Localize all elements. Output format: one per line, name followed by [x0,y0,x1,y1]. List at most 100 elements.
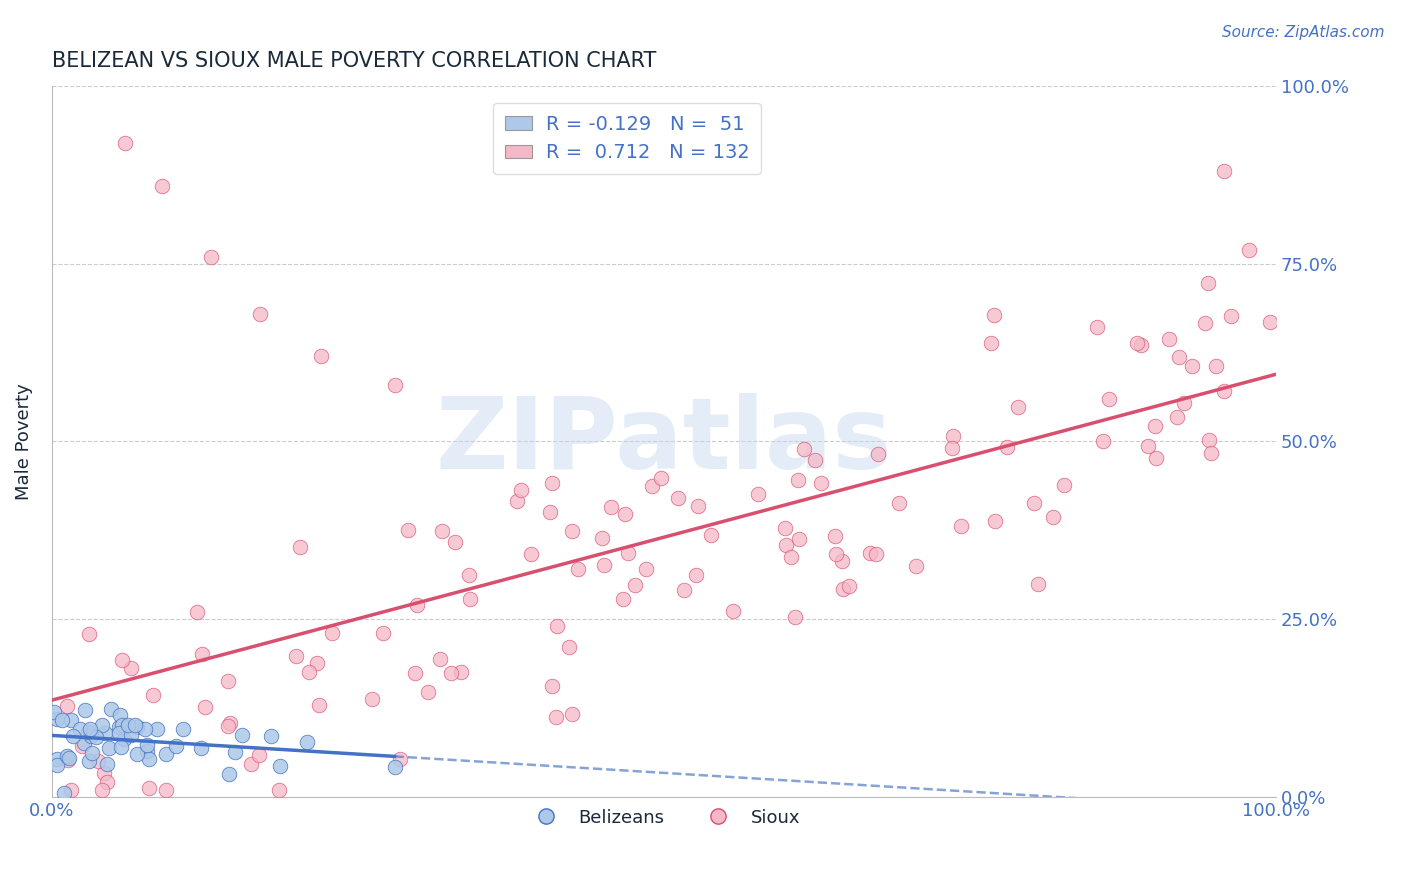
Point [107,725,129,739]
Point [1144,450,1167,465]
Point [384,377,406,392]
Point [134,722,156,736]
Point [62,730,84,744]
Point [260,729,283,743]
Point [217,719,239,733]
Point [406,598,429,612]
Point [186,606,208,620]
Point [46,712,69,726]
Point [997,440,1019,454]
Point [360,692,382,706]
Point [1167,350,1189,364]
Point [666,491,689,506]
Point [700,527,723,541]
Point [457,567,479,582]
Point [117,718,139,732]
Point [100,702,122,716]
Point [110,718,132,732]
Point [77,754,100,768]
Point [125,720,148,734]
Point [84,730,107,744]
Point [593,558,616,573]
Point [190,740,212,755]
Point [520,548,543,562]
Point [298,665,321,679]
Point [1087,320,1109,334]
Point [142,688,165,702]
Point [641,479,664,493]
Point [747,487,769,501]
Point [688,499,710,513]
Point [396,523,419,537]
Point [112,731,135,746]
Point [121,727,143,741]
Point [138,751,160,765]
Point [120,661,142,675]
Point [444,535,467,549]
Point [538,505,561,519]
Point [114,136,136,150]
Point [224,745,246,759]
Text: ZIPatlas: ZIPatlas [436,393,893,490]
Point [124,717,146,731]
Point [810,475,832,490]
Point [831,553,853,567]
Point [541,475,564,490]
Point [218,767,240,781]
Point [1126,336,1149,351]
Point [561,524,583,538]
Point [73,736,96,750]
Point [388,752,411,766]
Point [150,178,173,193]
Point [941,442,963,456]
Point [865,547,887,561]
Point [217,674,239,689]
Point [803,453,825,467]
Point [371,626,394,640]
Point [172,723,194,737]
Point [73,703,96,717]
Point [614,507,637,521]
Point [288,540,311,554]
Point [80,729,103,743]
Point [458,591,481,606]
Point [1026,577,1049,591]
Point [887,495,910,509]
Point [1007,401,1029,415]
Point [775,521,797,535]
Point [107,721,129,735]
Point [591,531,613,545]
Point [309,349,332,363]
Point [90,718,112,732]
Point [941,429,963,443]
Point [866,447,889,461]
Point [108,707,131,722]
Point [825,547,848,561]
Legend: Belizeans, Sioux: Belizeans, Sioux [520,802,807,834]
Point [96,756,118,771]
Point [600,500,623,515]
Point [432,524,454,539]
Point [721,603,744,617]
Point [60,782,83,797]
Point [77,725,100,739]
Point [779,550,801,565]
Point [1166,409,1188,424]
Point [155,747,177,761]
Point [1181,359,1204,374]
Point [1024,496,1046,510]
Point [239,756,262,771]
Point [56,753,79,767]
Point [1098,392,1121,406]
Point [557,640,579,654]
Point [450,665,472,679]
Point [58,750,80,764]
Point [53,786,76,800]
Point [55,699,77,714]
Point [617,546,640,560]
Point [384,760,406,774]
Point [165,739,187,753]
Point [506,494,529,508]
Point [567,562,589,576]
Point [824,528,846,542]
